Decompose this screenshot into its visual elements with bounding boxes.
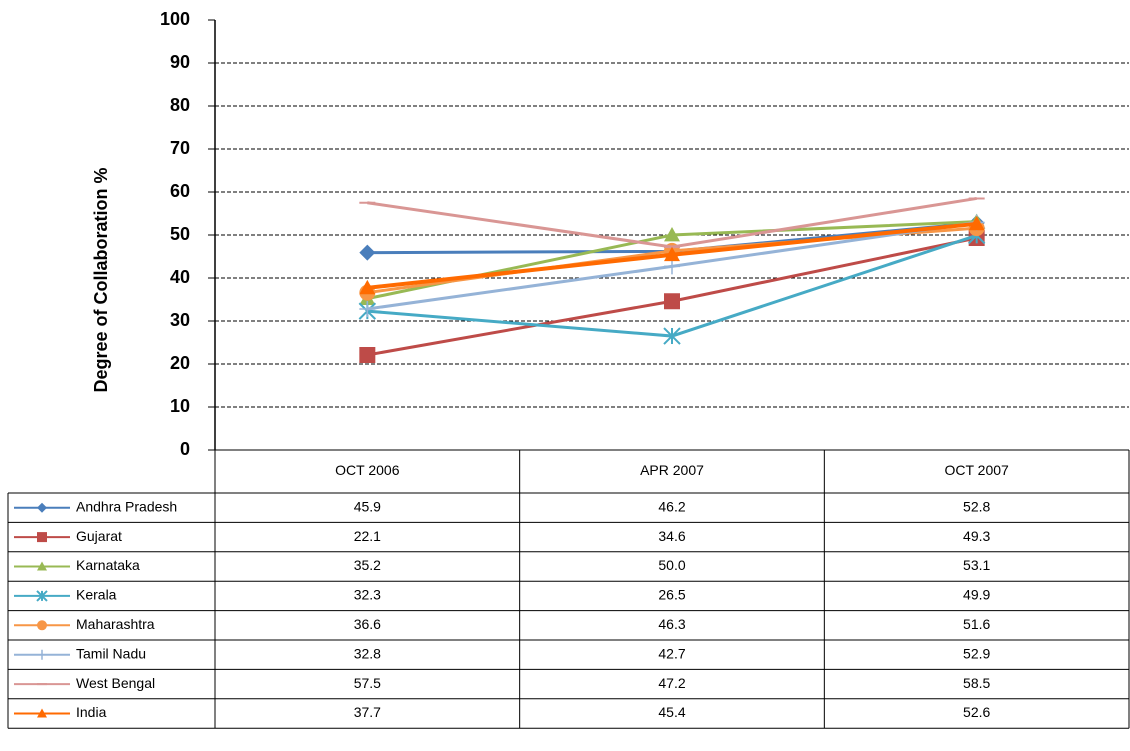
y-tick-label: 60 [170,181,190,201]
legend-label: West Bengal [76,675,155,691]
table-value: 45.9 [354,498,381,514]
table-value: 34.6 [658,528,685,544]
x-tick-label: OCT 2007 [944,462,1009,478]
legend-label: Gujarat [76,528,122,544]
table-value: 22.1 [354,528,381,544]
x-tick-label: APR 2007 [640,462,704,478]
marker [968,215,985,231]
marker [664,227,680,242]
table-value: 32.8 [354,645,381,661]
legend-label: India [76,704,107,720]
table-value: 32.3 [354,587,381,603]
y-tick-label: 50 [170,224,190,244]
marker [664,246,680,262]
table-value: 57.5 [354,675,381,691]
legend-marker [37,532,47,543]
y-tick-label: 100 [160,9,190,29]
table-value: 52.6 [963,704,990,720]
y-tick-label: 80 [170,95,190,115]
table-value: 46.3 [658,616,685,632]
table-value: 50.0 [658,557,685,573]
y-axis-label: Degree of Collaboration % [91,167,111,392]
x-tick-label: OCT 2006 [335,462,400,478]
legend-marker [37,561,47,571]
y-tick-label: 30 [170,310,190,330]
legend-marker [36,590,48,602]
marker [663,327,681,345]
legend-label: Karnataka [76,557,140,573]
marker [359,346,376,363]
table-value: 51.6 [963,616,990,632]
table-value: 36.6 [354,616,381,632]
table-value: 35.2 [354,557,381,573]
table-value: 52.9 [963,645,990,661]
table-value: 46.2 [658,498,685,514]
y-tick-label: 90 [170,52,190,72]
y-tick-label: 20 [170,353,190,373]
marker [664,293,680,310]
table-value: 49.9 [963,587,990,603]
table-value: 45.4 [658,704,685,720]
legend-marker [37,502,47,513]
legend-marker [37,620,47,631]
marker [359,244,376,261]
marker [359,300,376,317]
marker [359,279,376,295]
table-value: 58.5 [963,675,990,691]
y-tick-label: 0 [180,439,190,459]
legend-marker [37,649,47,660]
table-value: 52.8 [963,498,990,514]
table-value: 49.3 [963,528,990,544]
table-value: 26.5 [658,587,685,603]
legend-label: Tamil Nadu [76,645,146,661]
legend-label: Andhra Pradesh [76,498,177,514]
table-value: 47.2 [658,675,685,691]
y-tick-label: 70 [170,138,190,158]
legend-label: Kerala [76,587,117,603]
table-value: 37.7 [354,704,381,720]
table-value: 53.1 [963,557,990,573]
y-tick-label: 40 [170,267,190,287]
table-value: 42.7 [658,645,685,661]
legend-label: Maharashtra [76,616,155,632]
legend-marker [37,708,47,718]
y-tick-label: 10 [170,396,190,416]
